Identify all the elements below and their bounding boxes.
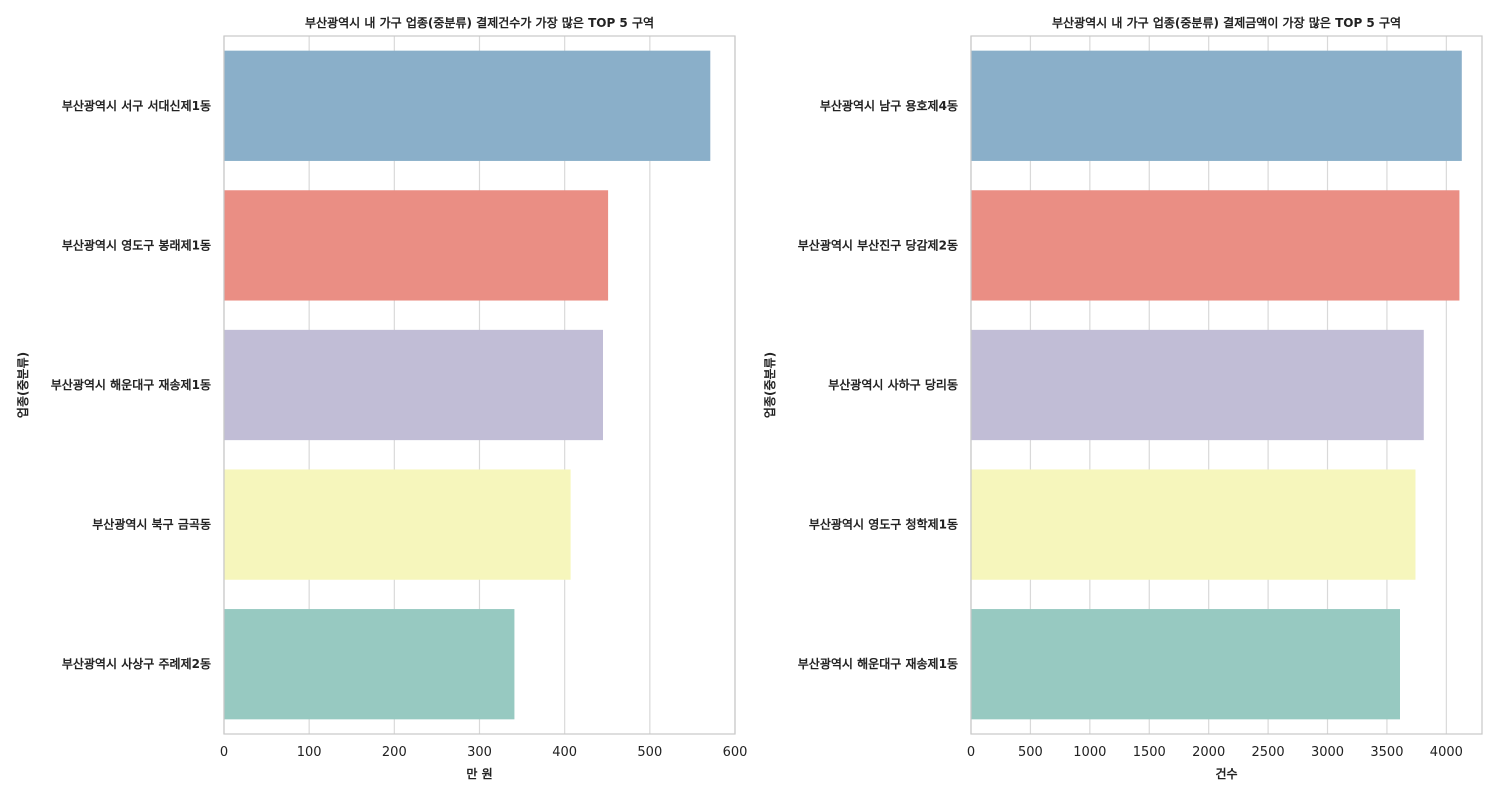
y-axis-title: 업종(중분류) [763, 352, 777, 418]
x-tick-label: 400 [552, 745, 577, 760]
x-tick-label: 0 [967, 745, 975, 760]
category-label: 부산광역시 해운대구 재송제1동 [51, 377, 211, 392]
chart-title: 부산광역시 내 가구 업종(중분류) 결제건수가 가장 많은 TOP 5 구역 [305, 15, 654, 30]
bar [971, 469, 1416, 580]
x-tick-label: 100 [297, 745, 322, 760]
category-label: 부산광역시 남구 용호제4동 [820, 98, 958, 113]
bar [224, 329, 603, 441]
axes-frame [970, 35, 1483, 735]
bar [971, 50, 1462, 161]
chart-title: 부산광역시 내 가구 업종(중분류) 결제금액이 가장 많은 TOP 5 구역 [1052, 15, 1401, 30]
category-label: 부산광역시 영도구 청학제1동 [809, 517, 958, 532]
bar [971, 329, 1424, 441]
x-tick-label: 1500 [1133, 745, 1166, 760]
x-axis-title: 만 원 [466, 766, 492, 781]
x-tick-label: 0 [220, 745, 228, 760]
x-tick-label: 300 [467, 745, 492, 760]
bar [224, 50, 711, 161]
category-label: 부산광역시 사상구 주례제2동 [62, 656, 211, 671]
bar [224, 609, 515, 720]
axes-frame [223, 35, 736, 735]
x-tick-label: 500 [637, 745, 662, 760]
x-tick-label: 1000 [1073, 745, 1106, 760]
category-label: 부산광역시 해운대구 재송제1동 [798, 656, 958, 671]
x-tick-label: 2000 [1192, 745, 1225, 760]
category-label: 부산광역시 사하구 당리동 [828, 377, 958, 392]
category-label: 부산광역시 부산진구 당감제2동 [798, 237, 958, 252]
x-tick-label: 3500 [1370, 745, 1403, 760]
x-tick-label: 600 [723, 745, 748, 760]
x-tick-label: 2500 [1252, 745, 1285, 760]
x-tick-label: 200 [382, 745, 407, 760]
category-label: 부산광역시 영도구 봉래제1동 [62, 237, 211, 252]
bar [224, 469, 571, 580]
category-label: 부산광역시 북구 금곡동 [92, 517, 211, 532]
x-tick-label: 4000 [1430, 745, 1463, 760]
x-axis-title: 건수 [1215, 766, 1237, 781]
bar [971, 190, 1460, 301]
category-label: 부산광역시 서구 서대신제1동 [62, 98, 211, 113]
bar [224, 190, 609, 301]
x-tick-label: 500 [1018, 745, 1043, 760]
x-tick-label: 3000 [1311, 745, 1344, 760]
bar [971, 609, 1401, 720]
y-axis-title: 업종(중분류) [16, 352, 30, 418]
